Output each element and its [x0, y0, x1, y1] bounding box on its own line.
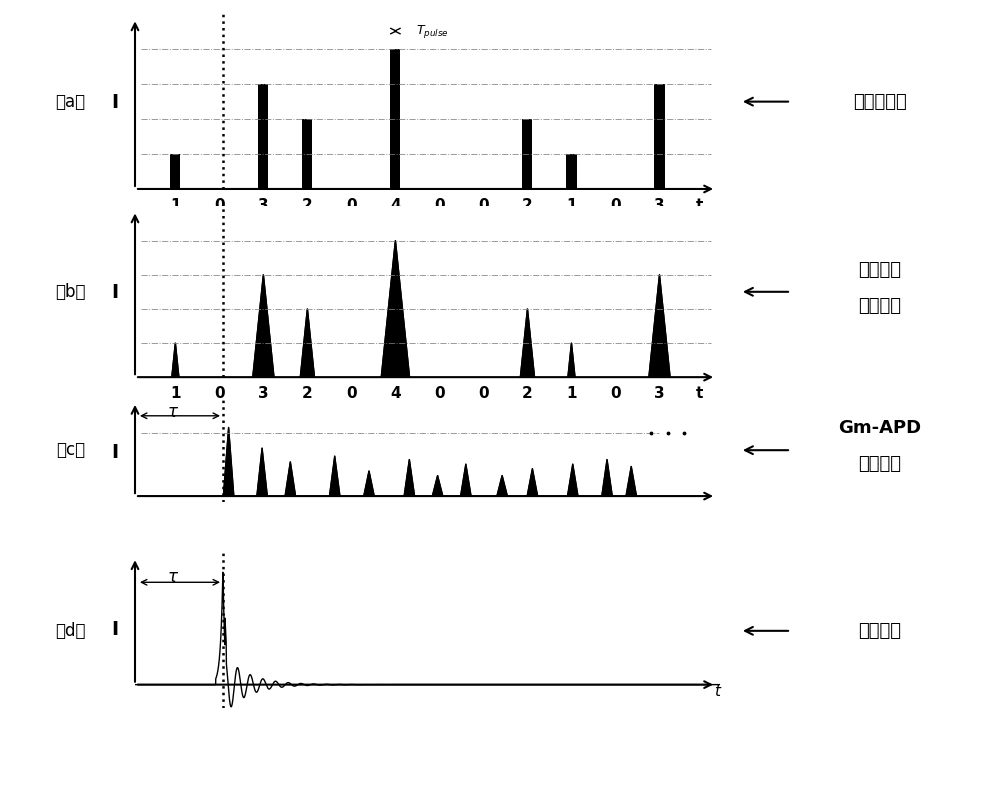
Polygon shape	[300, 309, 314, 377]
Bar	[522, 119, 532, 189]
Polygon shape	[223, 427, 234, 496]
Text: $\tau$: $\tau$	[167, 403, 179, 422]
Polygon shape	[520, 309, 535, 377]
Polygon shape	[329, 456, 340, 496]
Bar	[566, 154, 577, 189]
Text: I: I	[111, 620, 118, 639]
Polygon shape	[497, 476, 507, 496]
Text: $T_{pulse}$: $T_{pulse}$	[416, 22, 448, 40]
Polygon shape	[172, 343, 179, 377]
Bar	[302, 119, 312, 189]
Text: （b）: （b）	[55, 283, 85, 301]
Text: I: I	[111, 93, 118, 112]
Text: 输出结果: 输出结果	[858, 456, 902, 473]
Polygon shape	[602, 460, 612, 496]
Polygon shape	[527, 468, 538, 496]
Text: $\tau$: $\tau$	[167, 568, 179, 586]
Polygon shape	[253, 275, 274, 377]
Text: （a）: （a）	[55, 93, 85, 110]
Bar	[170, 154, 180, 189]
Polygon shape	[461, 464, 471, 496]
Text: （c）: （c）	[56, 441, 85, 459]
Polygon shape	[649, 275, 670, 377]
Text: t: t	[714, 684, 720, 699]
Text: I: I	[111, 283, 118, 302]
Text: （d）: （d）	[55, 622, 85, 640]
Text: Gm-APD: Gm-APD	[838, 419, 922, 437]
Text: 改造后的: 改造后的	[858, 260, 902, 279]
Bar	[258, 84, 268, 189]
Bar	[654, 84, 665, 189]
Bar	[390, 49, 400, 189]
Polygon shape	[432, 476, 443, 496]
Text: 相关峰谱: 相关峰谱	[858, 622, 902, 640]
Polygon shape	[285, 461, 296, 496]
Polygon shape	[404, 460, 415, 496]
Text: 原本振信号: 原本振信号	[853, 93, 907, 110]
Polygon shape	[568, 343, 575, 377]
Polygon shape	[567, 464, 578, 496]
Text: I: I	[111, 443, 118, 462]
Text: 本振信号: 本振信号	[858, 297, 902, 315]
Polygon shape	[381, 241, 410, 377]
Polygon shape	[626, 466, 636, 496]
Polygon shape	[364, 471, 374, 496]
Polygon shape	[257, 448, 267, 496]
